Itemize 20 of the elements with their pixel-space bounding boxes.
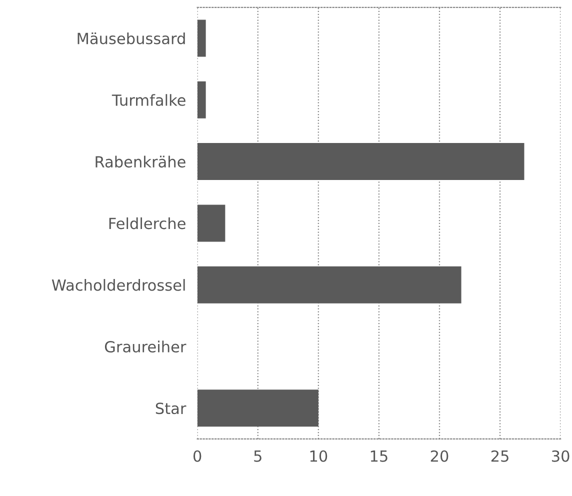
bar — [197, 20, 206, 57]
x-tick-label: 10 — [310, 450, 328, 462]
y-tick-label: Mäusebussard — [78, 32, 185, 44]
x-tick-label: 15 — [370, 450, 388, 462]
bar — [197, 143, 524, 180]
x-tick-label: 30 — [552, 450, 570, 462]
y-tick-label: Feldlerche — [109, 217, 186, 230]
bar — [197, 390, 318, 427]
x-tick-label: 5 — [254, 450, 262, 462]
bar — [197, 81, 206, 118]
bar — [197, 266, 462, 304]
x-tick-label: 20 — [430, 450, 448, 462]
y-tick-label: Star — [156, 402, 186, 414]
bar — [197, 204, 226, 242]
y-tick-label: Turmfalke — [112, 94, 186, 106]
x-tick-label: 25 — [491, 450, 508, 462]
y-tick-label: Rabenkrähe — [96, 156, 186, 168]
x-tick-label: 0 — [193, 450, 202, 462]
y-tick-label: Wacholderdrossel — [52, 279, 185, 291]
y-tick-label: Graureiher — [104, 340, 186, 353]
